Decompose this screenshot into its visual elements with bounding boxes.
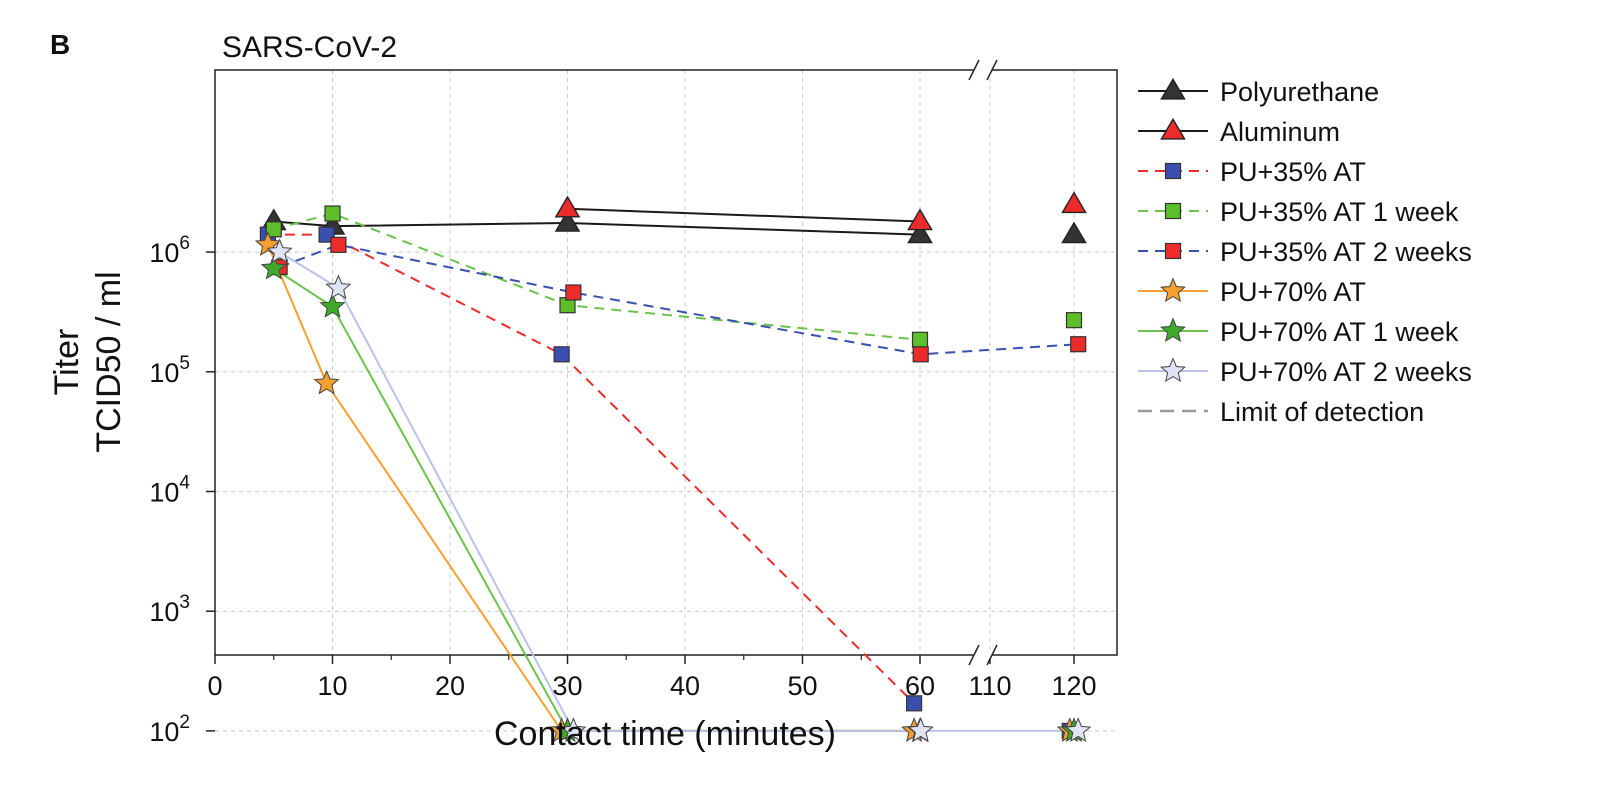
y-axis-title-line1: Titer: [48, 329, 86, 396]
data-point-pu-70-at-1-week: [319, 293, 346, 318]
x-tick-label: 40: [670, 671, 700, 701]
legend-label-aluminum: Aluminum: [1220, 117, 1340, 147]
data-point-polyurethane: [1061, 221, 1087, 244]
x-tick-label: 20: [435, 671, 465, 701]
data-point-pu-35-at: [906, 695, 923, 712]
data-point-pu-35-at-2-weeks: [912, 346, 929, 363]
chart-title: SARS-CoV-2: [222, 31, 397, 64]
series-line-pu-35-at-1-week: [274, 214, 1074, 340]
data-point-pu-35-at-1-week: [324, 205, 341, 222]
legend-label-pu-35-at-1-week: PU+35% AT 1 week: [1220, 197, 1459, 227]
legend-marker-pu-70-at: [1159, 277, 1187, 303]
plot-frame: [214, 69, 1118, 656]
y-tick-label: 106: [149, 233, 190, 268]
data-point-polyurethane: [554, 209, 581, 232]
legend-marker-pu-70-at-1-week: [1159, 317, 1187, 343]
data-point-pu-70-at-2-weeks: [1065, 717, 1092, 742]
x-tick-label: 50: [787, 671, 817, 701]
series-lines: [268, 205, 1079, 731]
axis-break-mark: [968, 644, 980, 666]
axis-break-gap: [974, 651, 992, 659]
axis-break-mark: [986, 644, 998, 666]
y-tick-label: 104: [149, 473, 190, 508]
x-tick-label: 60: [905, 671, 935, 701]
y-tick-label: 105: [149, 353, 190, 388]
legend-label-pu-35-at: PU+35% AT: [1220, 157, 1366, 187]
panel-label: B: [50, 29, 70, 60]
data-point-pu-35-at-1-week: [265, 221, 282, 238]
data-point-pu-35-at-2-weeks: [565, 284, 582, 301]
data-point-aluminum: [907, 208, 933, 231]
series-markers: [254, 191, 1092, 742]
legend-marker-aluminum: [1160, 117, 1186, 140]
x-tick-label: 0: [207, 671, 222, 701]
data-point-aluminum: [1061, 191, 1087, 214]
legend-label-pu-70-at-1-week: PU+70% AT 1 week: [1220, 317, 1459, 347]
x-axis-title: Contact time (minutes): [494, 715, 836, 753]
series-line-pu-70-at: [268, 245, 1070, 731]
legend-marker-polyurethane: [1160, 77, 1186, 100]
series-line-aluminum: [568, 205, 1075, 222]
x-tick-label: 110: [968, 671, 1011, 701]
data-point-pu-70-at-2-weeks: [266, 238, 293, 264]
data-point-pu-35-at-1-week: [1065, 312, 1083, 329]
legend-label-pu-70-at-2-weeks: PU+70% AT 2 weeks: [1220, 357, 1472, 387]
data-point-pu-35-at-1-week: [911, 331, 929, 348]
series-line-pu-35-at-2-weeks: [279, 243, 1079, 356]
data-point-pu-70-at-2-weeks: [907, 717, 934, 742]
axis-break-gap: [974, 66, 992, 74]
data-point-pu-35-at-2-weeks: [330, 236, 347, 253]
data-point-pu-70-at-1-week: [260, 254, 287, 280]
legend-marker-pu-35-at-1-week: [1164, 202, 1182, 220]
data-point-pu-70-at-2-weeks: [325, 274, 352, 300]
legend-marker-pu-35-at-2-weeks: [1164, 242, 1182, 260]
data-point-polyurethane: [907, 221, 933, 244]
data-point-pu-70-at-2-weeks: [560, 717, 587, 742]
data-point-pu-35-at-2-weeks: [1070, 336, 1087, 353]
axes: 0 10 20 30 40 50 60 110 120 102 103 104 105 106: [149, 59, 1097, 747]
y-tick-label: 103: [149, 592, 190, 627]
series-line-pu-70-at-1-week: [274, 269, 1074, 731]
y-axis-title-line2: TCID50 / ml: [90, 271, 128, 452]
legend-label-limit-of-detection: Limit of detection: [1220, 397, 1424, 427]
data-point-pu-70-at: [313, 369, 340, 395]
data-point-pu-35-at: [553, 346, 570, 363]
legend-label-pu-35-at-2-weeks: PU+35% AT 2 weeks: [1220, 237, 1472, 267]
data-point-aluminum: [554, 195, 581, 218]
x-tick-label: 10: [317, 671, 347, 701]
legend: Polyurethane Aluminum PU+35% AT PU+35% AT 1…: [1138, 77, 1472, 427]
axis-break-mark: [986, 59, 998, 81]
legend-label-pu-70-at: PU+70% AT: [1220, 277, 1366, 307]
x-tick-label: 120: [1051, 671, 1096, 701]
axis-break-mark: [968, 59, 980, 81]
series-line-polyurethane: [274, 222, 1074, 235]
legend-label-polyurethane: Polyurethane: [1220, 77, 1379, 107]
grid: [215, 70, 1117, 732]
x-tick-label: 30: [552, 671, 582, 701]
legend-marker-pu-70-at-2-weeks: [1159, 357, 1187, 383]
legend-marker-pu-35-at: [1164, 162, 1182, 180]
y-tick-label: 102: [149, 712, 190, 747]
